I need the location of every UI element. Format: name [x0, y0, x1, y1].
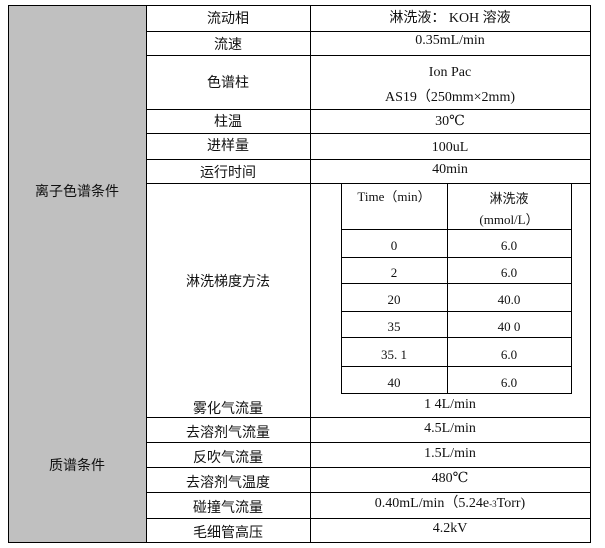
- param-label: 反吹气流量: [193, 449, 263, 466]
- section-label-mass-spec: 质谱条件: [49, 458, 105, 474]
- param-value: 480℃: [431, 470, 469, 486]
- param-label: 流速: [214, 37, 242, 53]
- gradient-header-unit: (mmol/L）: [479, 212, 539, 227]
- param-value: 1.5L/min: [424, 445, 476, 461]
- param-value: 40min: [432, 162, 468, 177]
- gradient-time-cell: 20: [387, 292, 401, 307]
- param-label: 进样量: [207, 138, 249, 154]
- param-value: Ion Pac AS19（250mm×2mm): [310, 60, 590, 110]
- param-label: 淋洗梯度方法: [186, 274, 270, 290]
- gradient-eluent-cell: 6.0: [500, 346, 518, 362]
- value-tail: Torr): [496, 496, 526, 511]
- param-label: 运行时间: [200, 165, 256, 181]
- gradient-eluent-cell: 40.0: [497, 292, 521, 307]
- param-value: 1 4L/min: [424, 396, 476, 412]
- gradient-time-cell: 2: [390, 265, 398, 280]
- gradient-eluent-cell: 6.0: [500, 238, 518, 253]
- gradient-header-time: Time（min）: [357, 189, 431, 204]
- gradient-eluent-cell: 40 0: [497, 319, 521, 334]
- gradient-header-eluent: 淋洗液: [489, 192, 529, 207]
- param-label: 雾化气流量: [193, 400, 263, 417]
- gradient-time-cell: 40: [387, 374, 401, 390]
- param-value: 0.40mL/min（5.24e -3 Torr): [310, 491, 590, 517]
- param-value: 4.5L/min: [424, 420, 476, 436]
- value-exponent: -3: [489, 499, 497, 509]
- param-label: 色谱柱: [207, 74, 249, 91]
- param-label: 毛细管高压: [193, 525, 263, 541]
- param-label: 柱温: [214, 114, 242, 130]
- param-label: 去溶剂气流量: [186, 424, 270, 441]
- param-value: 100uL: [431, 140, 469, 155]
- gradient-time-cell: 35. 1: [381, 346, 407, 362]
- section-label-ion-chromatography: 离子色谱条件: [35, 184, 119, 200]
- param-value: 淋洗液： KOH 溶液: [389, 10, 511, 26]
- gradient-eluent-cell: 6.0: [500, 374, 518, 390]
- value-main: 0.40mL/min（5.24e: [374, 496, 490, 511]
- column-name: Ion Pac: [428, 65, 472, 80]
- gradient-time-cell: 0: [390, 238, 398, 253]
- param-value: 4.2kV: [432, 521, 468, 536]
- section-column: [8, 5, 146, 542]
- param-label: 去溶剂气温度: [186, 474, 270, 491]
- param-value: 0.35mL/min: [415, 33, 485, 48]
- gradient-eluent-cell: 6.0: [500, 265, 518, 280]
- param-label: 流动相: [207, 10, 249, 27]
- param-value: 30℃: [435, 113, 465, 129]
- param-label: 碰撞气流量: [193, 500, 263, 516]
- gradient-time-cell: 35: [387, 319, 401, 334]
- column-spec: AS19（250mm×2mm): [384, 90, 515, 105]
